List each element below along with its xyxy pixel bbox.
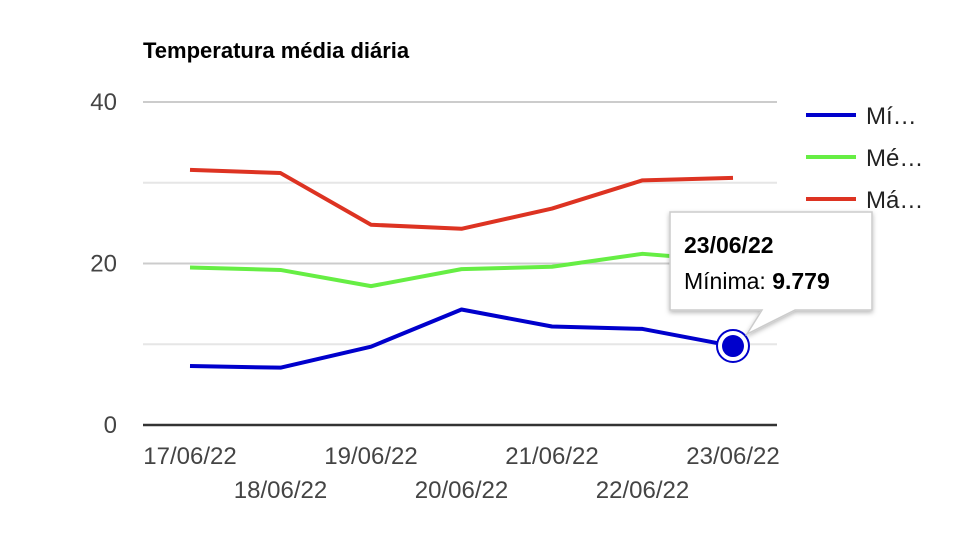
series-line-med[interactable] [189, 251, 734, 289]
y-tick-label: 40 [90, 89, 117, 116]
legend-label-med[interactable]: Mé… [866, 145, 923, 172]
x-tick-label: 19/06/22 [324, 443, 417, 470]
highlight-point[interactable] [722, 335, 744, 358]
x-axis-ticks: 17/06/22 18/06/22 19/06/22 20/06/22 21/06/22… [143, 443, 779, 504]
legend-label-max[interactable]: Má… [866, 187, 923, 214]
tooltip-value: 9.779 [772, 268, 830, 294]
series-line-max[interactable] [189, 167, 734, 231]
x-tick-label: 18/06/22 [234, 477, 327, 504]
legend-label-min[interactable]: Mí… [866, 103, 917, 130]
tooltip-series-label: Mínima: [684, 268, 772, 294]
tooltip-date: 23/06/22 [684, 232, 774, 258]
x-tick-label: 22/06/22 [596, 477, 689, 504]
legend: Mí… Mé… Má… [806, 103, 923, 214]
tooltip-box [669, 211, 873, 336]
y-axis-ticks: 0 20 40 [90, 89, 117, 439]
chart-title: Temperatura média diária [143, 38, 410, 63]
gridlines [143, 101, 777, 427]
x-tick-label: 17/06/22 [143, 443, 236, 470]
x-tick-label: 21/06/22 [505, 443, 598, 470]
x-tick-label: 23/06/22 [686, 443, 779, 470]
series-lines [189, 167, 734, 370]
x-tick-label: 20/06/22 [415, 477, 508, 504]
series-line-min[interactable] [189, 307, 734, 370]
y-tick-label: 20 [90, 251, 117, 278]
tooltip: 23/06/22 Mínima: 9.779 [669, 211, 873, 336]
highlight-marker-group [716, 329, 750, 364]
tooltip-series-value: Mínima: 9.779 [684, 268, 830, 294]
y-tick-label: 0 [104, 412, 117, 439]
